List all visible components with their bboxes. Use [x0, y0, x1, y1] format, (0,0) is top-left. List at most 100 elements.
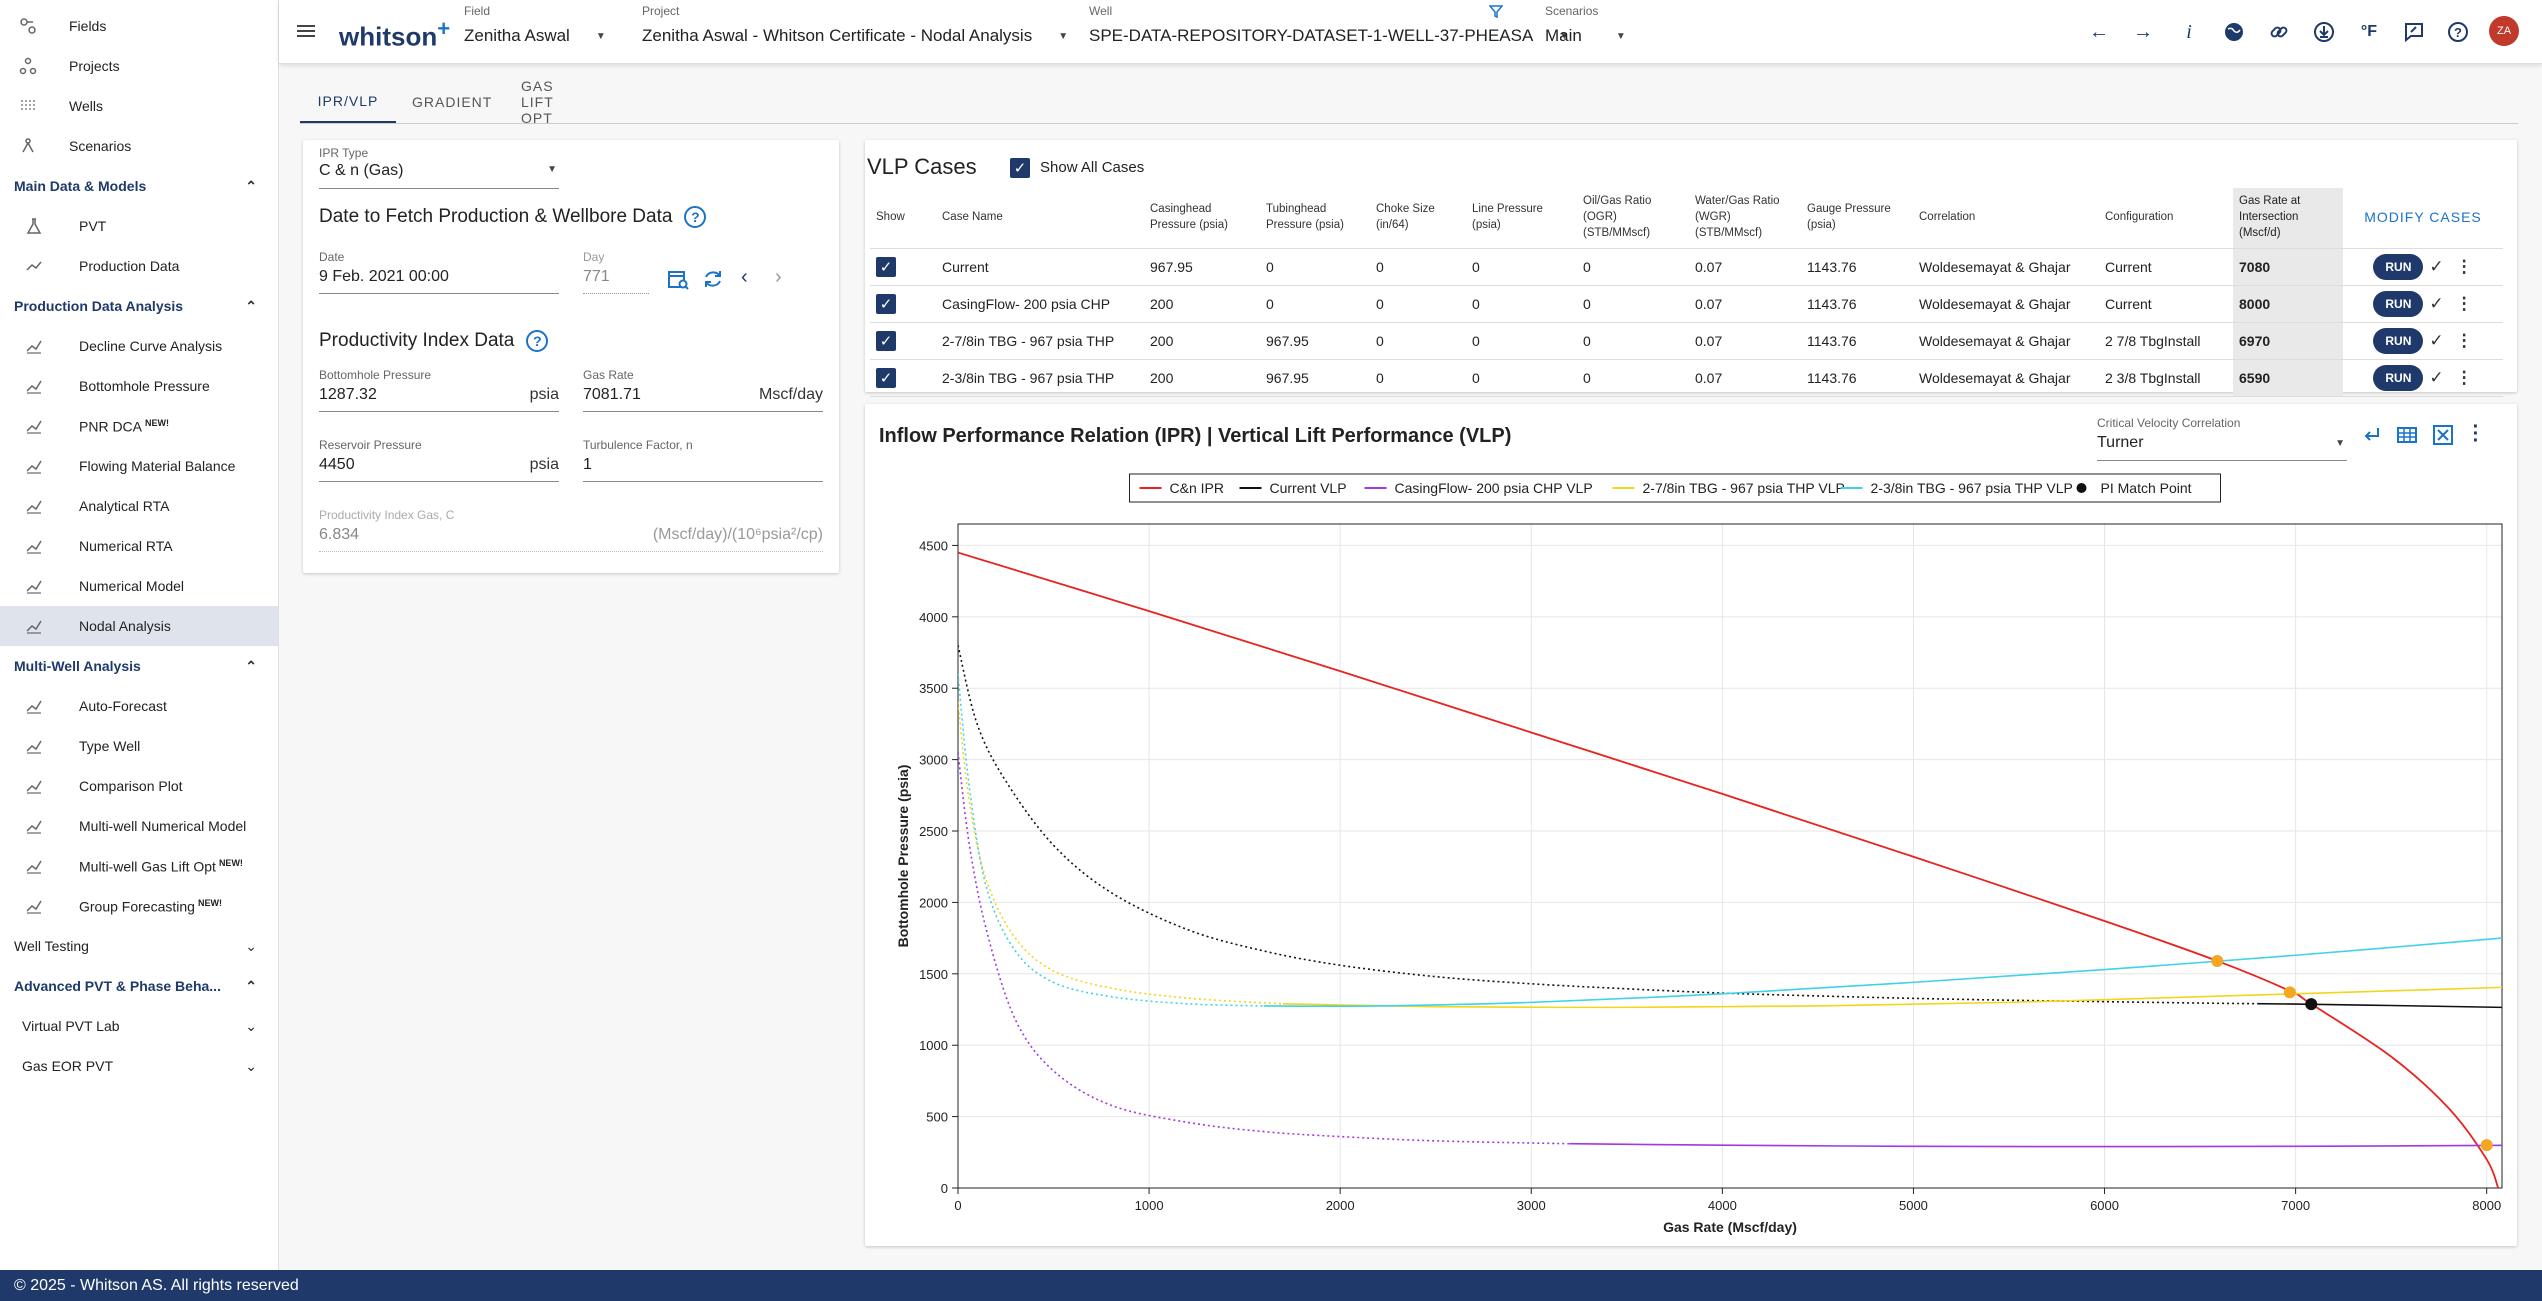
globe-icon[interactable]	[2220, 18, 2248, 46]
sidebar-section-2[interactable]: Multi-Well Analysis ⌃	[0, 646, 278, 686]
sidebar-item-flowing-material-balance[interactable]: Flowing Material Balance	[0, 446, 278, 486]
sidebar-item-projects[interactable]: Projects	[0, 46, 278, 86]
critical-velocity-select[interactable]: Turner ▼	[2097, 434, 2347, 462]
sidebar-section-1[interactable]: Production Data Analysis ⌃	[0, 286, 278, 326]
download-icon[interactable]	[2310, 18, 2338, 46]
table-cell: 967.95	[1260, 322, 1370, 360]
run-button[interactable]: RUN	[2373, 327, 2424, 354]
legend-item[interactable]: C&n IPR	[1170, 480, 1224, 496]
sidebar-item-analytical-rta[interactable]: Analytical RTA	[0, 486, 278, 526]
help-icon[interactable]: ?	[2444, 18, 2472, 46]
check-icon[interactable]: ✓	[2429, 256, 2444, 276]
intersection-point[interactable]	[2480, 1139, 2493, 1152]
help-icon[interactable]: ?	[526, 330, 549, 352]
legend-item[interactable]: 2-3/8in TBG - 967 psia THP VLP	[1871, 480, 2073, 496]
logo-text: whitson	[339, 21, 438, 52]
tab-gradient[interactable]: GRADIENT	[412, 94, 493, 110]
legend-item[interactable]: 2-7/8in TBG - 967 psia THP VLP	[1643, 480, 1845, 496]
table-view-icon[interactable]	[2396, 424, 2418, 451]
show-all-checkbox[interactable]: ✓	[1010, 158, 1030, 178]
enter-icon[interactable]	[2361, 424, 2383, 451]
check-icon[interactable]: ✓	[2429, 293, 2444, 313]
day-input[interactable]: 771	[583, 268, 610, 285]
temperature-unit-icon[interactable]: °F	[2360, 23, 2378, 40]
refresh-icon[interactable]	[702, 268, 724, 295]
date-input[interactable]: 9 Feb. 2021 00:00	[319, 268, 449, 285]
row-show-checkbox[interactable]: ✓	[876, 293, 896, 314]
bhp-input[interactable]: 1287.32	[319, 386, 377, 403]
reservoir-pressure-input[interactable]: 4450	[319, 456, 355, 473]
prev-day-icon[interactable]: ‹	[741, 266, 748, 288]
sidebar-item-fields[interactable]: Fields	[0, 6, 278, 46]
legend-item[interactable]: PI Match Point	[2101, 480, 2192, 496]
run-button[interactable]: RUN	[2373, 253, 2424, 280]
more-vert-icon[interactable]: ⋮	[2455, 330, 2473, 350]
sidebar-item-decline-curve-analysis[interactable]: Decline Curve Analysis	[0, 326, 278, 366]
sidebar-item-virtual-pvt-lab[interactable]: Virtual PVT Lab ⌄	[0, 1006, 278, 1046]
calendar-search-icon[interactable]	[667, 268, 689, 295]
check-icon[interactable]: ✓	[2429, 367, 2444, 387]
tab-gas-lift-opt[interactable]: GAS LIFT OPT	[521, 78, 554, 126]
legend-item[interactable]: CasingFlow- 200 psia CHP VLP	[1395, 480, 1593, 496]
legend-item[interactable]: Current VLP	[1270, 480, 1347, 496]
scenario-selector[interactable]: Scenarios Main ▼	[1545, 4, 1626, 46]
sidebar-item-pvt[interactable]: PVT	[0, 206, 278, 246]
ipr-vlp-chart[interactable]: 0 1000 2000 3000 4000 5000 6000 7000 8000 0 500 100…	[865, 464, 2517, 1244]
well-selector[interactable]: Well SPE-DATA-REPOSITORY-DATASET-1-WELL-…	[1089, 4, 1569, 46]
field-selector[interactable]: Field Zenitha Aswal ▼	[464, 4, 606, 46]
sidebar-item-production-data[interactable]: Production Data	[0, 246, 278, 286]
sidebar-item-multi-well-numerical-model[interactable]: Multi-well Numerical Model	[0, 806, 278, 846]
sidebar-item-numerical-model[interactable]: Numerical Model	[0, 566, 278, 606]
more-vert-icon[interactable]: ⋮	[2455, 293, 2473, 313]
pi-match-point[interactable]	[2305, 998, 2318, 1011]
sidebar-section-0[interactable]: Main Data & Models ⌃	[0, 166, 278, 206]
row-show-checkbox[interactable]: ✓	[876, 367, 896, 388]
help-icon[interactable]: ?	[684, 206, 707, 228]
sidebar-item-pnr-dca[interactable]: PNR DCA NEW!	[0, 406, 278, 446]
filter-icon[interactable]	[1488, 4, 1504, 19]
sidebar-item-scenarios[interactable]: Scenarios	[0, 126, 278, 166]
next-day-icon[interactable]: ›	[775, 266, 782, 288]
sidebar-item-wells[interactable]: Wells	[0, 86, 278, 126]
gas-rate-input[interactable]: 7081.71	[583, 386, 641, 403]
table-cell: 0	[1466, 322, 1577, 360]
sidebar-item-group-forecasting[interactable]: Group Forecasting NEW!	[0, 886, 278, 926]
tab-ipr-vlp[interactable]: IPR/VLP	[300, 80, 396, 124]
ipr-type-select[interactable]: C & n (Gas) ▼	[319, 162, 559, 190]
row-show-checkbox[interactable]: ✓	[876, 330, 896, 351]
sidebar-item-comparison-plot[interactable]: Comparison Plot	[0, 766, 278, 806]
sidebar-section-well-testing[interactable]: Well Testing ⌄	[0, 926, 278, 966]
avatar[interactable]: ZA	[2489, 16, 2519, 46]
app-logo[interactable]: whitson+	[339, 16, 450, 53]
intersection-point[interactable]	[2283, 986, 2296, 999]
sidebar-section-advanced-pvt[interactable]: Advanced PVT & Phase Beha... ⌃	[0, 966, 278, 1006]
sidebar-item-label: Scenarios	[69, 138, 132, 154]
run-button[interactable]: RUN	[2373, 364, 2424, 391]
intersection-point[interactable]	[2211, 954, 2224, 967]
forward-arrow-icon[interactable]: →	[2133, 20, 2153, 43]
sidebar-item-bottomhole-pressure[interactable]: Bottomhole Pressure	[0, 366, 278, 406]
link-icon[interactable]	[2265, 18, 2293, 46]
feedback-icon[interactable]	[2400, 18, 2428, 46]
sidebar-item-multi-well-gas-lift-opt[interactable]: Multi-well Gas Lift Opt NEW!	[0, 846, 278, 886]
menu-icon[interactable]	[295, 20, 317, 42]
info-icon[interactable]: i	[2186, 20, 2192, 43]
gaslift-icon	[24, 856, 44, 876]
project-selector[interactable]: Project Zenitha Aswal - Whitson Certific…	[642, 4, 1068, 46]
sidebar-item-numerical-rta[interactable]: Numerical RTA	[0, 526, 278, 566]
back-arrow-icon[interactable]: ←	[2089, 20, 2109, 43]
turbulence-input[interactable]: 1	[583, 456, 592, 473]
more-options-icon[interactable]: · · ·	[2472, 416, 2480, 452]
row-show-checkbox[interactable]: ✓	[876, 256, 896, 277]
run-button[interactable]: RUN	[2373, 290, 2424, 317]
modify-cases-button[interactable]: MODIFY CASES	[2364, 208, 2482, 225]
sidebar-item-auto-forecast[interactable]: Auto-Forecast	[0, 686, 278, 726]
more-vert-icon[interactable]: ⋮	[2455, 367, 2473, 387]
sidebar-item-type-well[interactable]: Type Well	[0, 726, 278, 766]
fit-view-icon[interactable]	[2432, 424, 2454, 451]
sidebar-item-nodal-analysis[interactable]: Nodal Analysis	[0, 606, 278, 646]
more-vert-icon[interactable]: ⋮	[2455, 256, 2473, 276]
y-tick-label: 4500	[919, 538, 948, 553]
check-icon[interactable]: ✓	[2429, 330, 2444, 350]
sidebar-item-gas-eor-pvt[interactable]: Gas EOR PVT ⌄	[0, 1046, 278, 1086]
